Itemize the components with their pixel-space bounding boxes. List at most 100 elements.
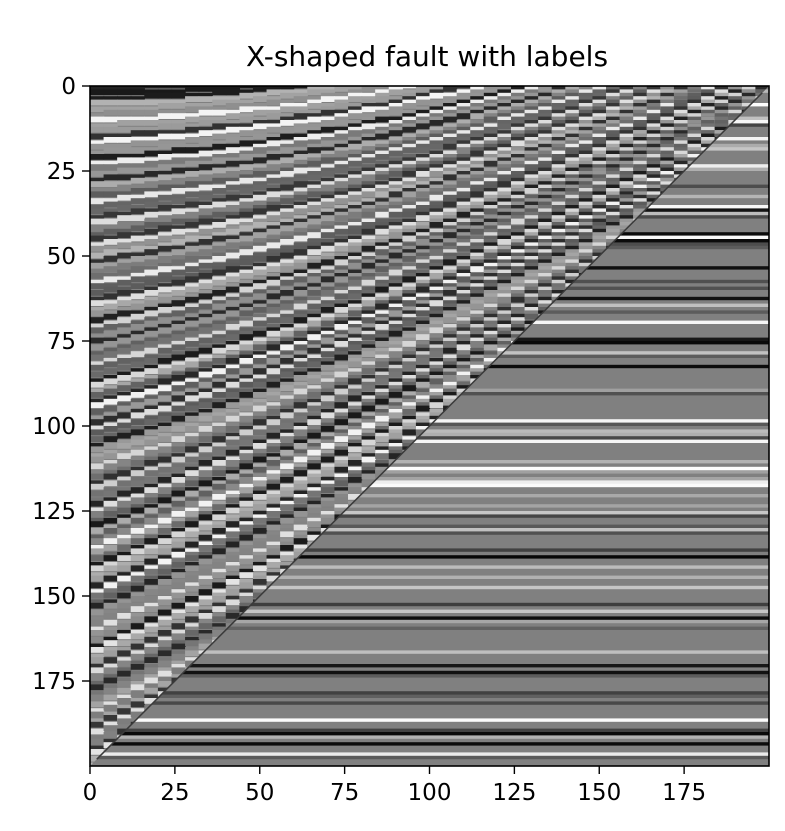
curved-reflector-segment bbox=[130, 137, 145, 143]
curved-reflector-segment bbox=[375, 198, 390, 204]
curved-reflector-segment bbox=[225, 528, 240, 534]
curved-reflector-segment bbox=[90, 242, 105, 249]
curved-reflector-segment bbox=[470, 123, 485, 130]
curved-reflector-segment bbox=[633, 184, 648, 191]
curved-reflector-segment bbox=[361, 473, 376, 480]
curved-reflector-segment bbox=[293, 259, 308, 266]
curved-reflector-segment bbox=[130, 358, 145, 364]
curved-reflector-segment bbox=[198, 381, 213, 388]
curved-reflector-segment bbox=[307, 446, 322, 453]
flat-layer-row bbox=[90, 541, 769, 546]
curved-reflector-segment bbox=[470, 354, 485, 361]
curved-reflector-segment bbox=[497, 160, 512, 167]
curved-reflector-segment bbox=[171, 361, 186, 368]
curved-reflector-segment bbox=[198, 269, 213, 276]
curved-reflector-segment bbox=[470, 96, 485, 102]
curved-reflector-segment bbox=[334, 211, 349, 218]
curved-reflector-segment bbox=[117, 419, 132, 425]
curved-reflector-segment bbox=[252, 130, 268, 136]
curved-reflector-segment bbox=[212, 334, 227, 340]
curved-reflector-segment bbox=[185, 307, 200, 313]
curved-reflector-segment bbox=[90, 470, 105, 476]
curved-reflector-segment bbox=[497, 334, 512, 340]
curved-reflector-segment bbox=[456, 245, 471, 252]
curved-reflector-segment bbox=[117, 334, 132, 340]
curved-reflector-segment bbox=[130, 412, 145, 419]
curved-reflector-segment bbox=[171, 432, 186, 439]
curved-reflector-segment bbox=[646, 191, 661, 198]
curved-reflector-segment bbox=[375, 395, 390, 402]
curved-reflector-segment bbox=[252, 337, 268, 344]
curved-reflector-segment bbox=[456, 371, 471, 378]
curved-reflector-segment bbox=[293, 480, 308, 487]
curved-reflector-segment bbox=[198, 337, 213, 344]
curved-reflector-segment bbox=[320, 317, 336, 323]
curved-reflector-segment bbox=[375, 432, 390, 439]
curved-reflector-segment bbox=[212, 524, 227, 531]
curved-reflector-segment bbox=[130, 154, 145, 160]
curved-reflector-segment bbox=[348, 92, 363, 99]
curved-reflector-segment bbox=[388, 303, 403, 310]
curved-reflector-segment bbox=[361, 198, 376, 204]
curved-reflector-segment bbox=[551, 269, 566, 276]
curved-reflector-segment bbox=[252, 473, 268, 480]
curved-reflector-segment bbox=[185, 551, 200, 558]
curved-reflector-segment bbox=[103, 283, 118, 289]
curved-reflector-segment bbox=[144, 317, 159, 323]
curved-reflector-segment bbox=[266, 293, 281, 300]
curved-reflector-segment bbox=[293, 398, 308, 405]
curved-reflector-segment bbox=[510, 96, 526, 102]
curved-reflector-segment bbox=[470, 120, 485, 126]
curved-reflector-segment bbox=[660, 116, 675, 123]
curved-reflector-segment bbox=[483, 147, 498, 153]
curved-reflector-segment bbox=[144, 327, 159, 334]
curved-reflector-segment bbox=[130, 630, 145, 636]
curved-reflector-segment bbox=[578, 171, 594, 177]
curved-reflector-segment bbox=[483, 205, 498, 211]
curved-reflector-segment bbox=[348, 344, 363, 351]
curved-reflector-segment bbox=[320, 116, 336, 123]
curved-reflector-segment bbox=[551, 133, 566, 140]
curved-reflector-segment bbox=[320, 378, 336, 385]
curved-reflector-segment bbox=[252, 487, 268, 493]
curved-reflector-segment bbox=[483, 130, 498, 136]
curved-reflector-segment bbox=[293, 120, 308, 126]
curved-reflector-segment bbox=[592, 109, 607, 116]
curved-reflector-segment bbox=[307, 534, 322, 541]
curved-reflector-segment bbox=[157, 453, 173, 459]
curved-reflector-segment bbox=[551, 143, 566, 150]
curved-reflector-segment bbox=[497, 252, 512, 259]
curved-reflector-segment bbox=[157, 194, 173, 201]
curved-reflector-segment bbox=[266, 89, 281, 96]
curved-reflector-segment bbox=[510, 103, 526, 109]
curved-reflector-segment bbox=[171, 572, 186, 578]
curved-reflector-segment bbox=[130, 480, 145, 487]
curved-reflector-segment bbox=[402, 232, 417, 238]
curved-reflector-segment bbox=[470, 160, 485, 167]
curved-reflector-segment bbox=[470, 239, 485, 245]
curved-reflector-segment bbox=[361, 341, 376, 347]
curved-reflector-segment bbox=[375, 133, 390, 140]
flat-layer-row bbox=[90, 453, 769, 458]
curved-reflector-segment bbox=[456, 375, 471, 381]
curved-reflector-segment bbox=[157, 473, 173, 480]
curved-reflector-segment bbox=[551, 150, 566, 157]
curved-reflector-segment bbox=[280, 184, 295, 191]
curved-reflector-segment bbox=[619, 89, 634, 96]
curved-reflector-segment bbox=[130, 409, 145, 415]
curved-reflector-segment bbox=[171, 259, 186, 266]
curved-reflector-segment bbox=[483, 181, 498, 187]
curved-reflector-segment bbox=[483, 86, 498, 92]
curved-reflector-segment bbox=[497, 330, 512, 337]
curved-reflector-segment bbox=[103, 609, 118, 616]
curved-reflector-segment bbox=[198, 147, 213, 153]
curved-reflector-segment bbox=[443, 188, 458, 194]
curved-reflector-segment bbox=[673, 164, 689, 170]
curved-reflector-segment bbox=[320, 347, 336, 354]
curved-reflector-segment bbox=[266, 140, 281, 147]
curved-reflector-segment bbox=[212, 262, 227, 269]
curved-reflector-segment bbox=[320, 211, 336, 218]
curved-reflector-segment bbox=[266, 419, 281, 425]
curved-reflector-segment bbox=[388, 116, 403, 123]
curved-reflector-segment bbox=[144, 633, 159, 640]
